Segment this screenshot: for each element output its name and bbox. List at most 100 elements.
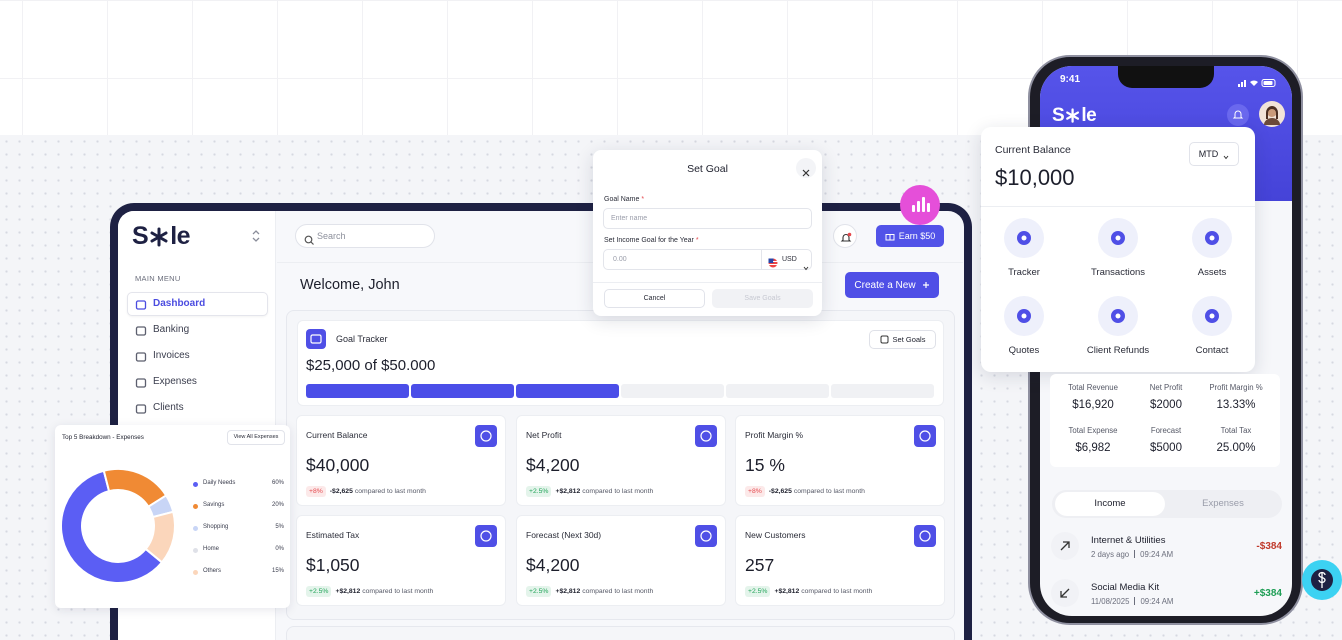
icon-part (880, 335, 889, 344)
save-button[interactable]: Save Goals (712, 289, 813, 308)
icon-part (1098, 296, 1138, 336)
transaction-when: 11/08/2025 (1091, 596, 1130, 606)
legend-value: 15% (271, 568, 284, 574)
action-label[interactable]: Client Refunds (1086, 345, 1150, 356)
earn-button[interactable]: Earn $50 (876, 225, 944, 247)
required-mark: * (695, 237, 699, 244)
cancel-button[interactable]: Cancel (604, 289, 705, 308)
icon-part (914, 525, 936, 547)
icon-part (1021, 235, 1027, 241)
action-label[interactable]: Assets (1197, 267, 1227, 278)
icon-part (885, 234, 895, 241)
change-note: compared to last month (801, 588, 873, 595)
stat-title: Forecast (Next 30d) (526, 530, 602, 540)
metric-label: Forecast (1150, 426, 1182, 435)
menu-label: Invoices (153, 350, 190, 361)
stat-icon (475, 425, 497, 447)
icon-part (847, 232, 852, 237)
goal-icon (306, 329, 326, 349)
set-goals-label: Set Goals (892, 335, 926, 344)
phone-notch (1118, 66, 1214, 88)
view-all-button[interactable]: View All Expenses (227, 430, 285, 445)
tab-label[interactable]: Income (1094, 498, 1126, 509)
search-box[interactable]: Search (295, 224, 435, 248)
transaction-title: Social Media Kit (1091, 582, 1160, 593)
create-button[interactable]: Create a New (845, 272, 939, 298)
action-label[interactable]: Quotes (1008, 345, 1040, 356)
change-note: compared to last month (582, 488, 654, 495)
action-icon[interactable] (1004, 296, 1044, 336)
transaction-clock: 09:24 AM (1140, 549, 1174, 559)
transaction-clock: 09:24 AM (1140, 596, 1174, 606)
icon-part (1115, 313, 1121, 319)
icon-part (695, 425, 717, 447)
icon-part (1302, 560, 1342, 600)
required-mark: * (641, 196, 645, 203)
support-button[interactable] (1300, 560, 1342, 602)
icon-part (1259, 101, 1285, 127)
stat-icon (475, 525, 497, 547)
modal-close[interactable] (796, 158, 816, 178)
goal-name-input[interactable]: Enter name (603, 208, 812, 229)
tab-active (1055, 492, 1165, 516)
legend-value: 5% (275, 524, 284, 530)
icon-part (252, 230, 260, 242)
icon-part (802, 169, 810, 177)
menu-item[interactable] (127, 292, 268, 316)
status-icons (1238, 75, 1278, 87)
change-badge: +2.5% (526, 586, 552, 597)
action-icon[interactable] (1192, 296, 1232, 336)
icon-part (1250, 80, 1258, 86)
time-divider (1134, 597, 1136, 605)
action-label[interactable]: Transactions (1090, 267, 1146, 278)
icon-part (768, 258, 778, 268)
icon-part (1263, 81, 1273, 85)
phone-bell (1227, 104, 1249, 126)
stat-icon (914, 425, 936, 447)
stat-card: Net Profit $4,200 +2.5% +$2,812 compared to … (516, 415, 726, 506)
action-icon[interactable] (1098, 296, 1138, 336)
menu-label: Clients (153, 402, 184, 413)
action-icon[interactable] (1192, 218, 1232, 258)
action-icon[interactable] (1098, 218, 1138, 258)
stat-value: $4,200 (526, 555, 580, 575)
legend-dot (193, 482, 198, 487)
legend-value: 60% (271, 480, 284, 486)
modal-title: Set Goal (687, 163, 728, 175)
icon-part (306, 329, 326, 349)
goal-tracker-card: Goal Tracker Set Goals $25,000 of $50.000 (297, 320, 944, 406)
search-placeholder: Search (317, 231, 346, 241)
stat-title: Net Profit (526, 430, 562, 440)
metric-label: Net Profit (1149, 383, 1183, 392)
icon-part (802, 169, 810, 177)
close-icon (802, 164, 810, 177)
action-icon[interactable] (1004, 218, 1044, 258)
icon-part (1066, 108, 1080, 123)
action-label[interactable]: Contact (1195, 345, 1229, 356)
tab-label[interactable]: Expenses (1202, 498, 1244, 509)
notification-button[interactable] (833, 224, 857, 248)
set-goals-button[interactable]: Set Goals (869, 330, 936, 349)
change-delta: -$2,625 (329, 488, 353, 495)
icon-part (150, 227, 168, 246)
period-select[interactable]: MTD (1189, 142, 1239, 166)
icon-part (135, 352, 147, 362)
icon-part (1238, 84, 1240, 87)
menu-icon (135, 298, 147, 310)
action-label[interactable]: Tracker (1008, 267, 1040, 278)
icon-part (1066, 108, 1080, 123)
icon-part (252, 230, 260, 242)
metric-value: $16,920 (1072, 399, 1114, 411)
icon-part (919, 430, 931, 442)
transaction-icon (1051, 532, 1079, 560)
transaction-time: 2 days ago 09:24 AM (1091, 549, 1231, 559)
earn-label: Earn $50 (898, 231, 936, 241)
field-label-text: Set Income Goal for the Year (604, 237, 694, 244)
income-goal-input[interactable]: 0.00 USD (603, 249, 812, 271)
donut-chart (60, 468, 176, 584)
change-note: compared to last month (793, 488, 865, 495)
balance-divider (981, 206, 1255, 207)
icon-part (1318, 571, 1326, 588)
icon-part (475, 425, 497, 447)
icon-part (135, 378, 147, 388)
